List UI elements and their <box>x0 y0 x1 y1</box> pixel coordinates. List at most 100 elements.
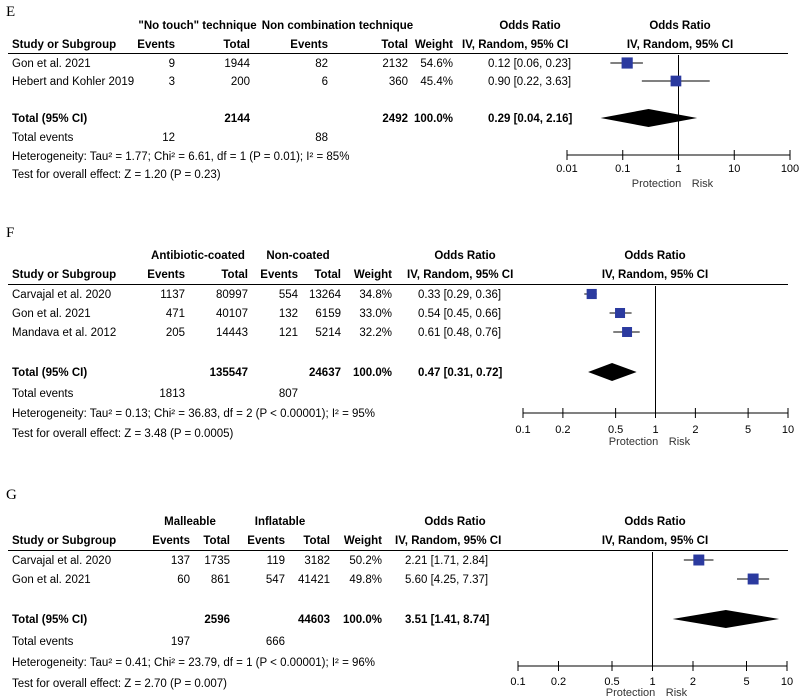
study-name: Hebert and Kohler 2019 <box>12 76 135 88</box>
events2: 554 <box>278 289 298 301</box>
or-ci: 0.12 [0.06, 0.23] <box>488 58 572 70</box>
heterogeneity: Heterogeneity: Tau² = 0.41; Chi² = 23.79… <box>12 657 376 669</box>
total-label: Total (95% CI) <box>12 614 88 626</box>
total2: 13264 <box>309 289 341 301</box>
events1-sum: 1813 <box>159 388 185 400</box>
axis-caption-risk: Risk <box>669 436 691 448</box>
or-plot-header: Odds Ratio <box>624 516 686 528</box>
x-tick-label: 10 <box>781 676 793 688</box>
total2-col-header: Total <box>381 39 408 51</box>
events1: 3 <box>168 76 175 88</box>
total2-sum: 44603 <box>298 614 330 626</box>
study-marker <box>747 573 759 585</box>
total-ci: 0.29 [0.04, 2.16] <box>488 113 573 125</box>
study-marker <box>586 288 597 300</box>
weight-col-header: Weight <box>414 39 453 51</box>
x-tick-label: 0.5 <box>608 424 623 436</box>
heterogeneity: Heterogeneity: Tau² = 1.77; Chi² = 6.61,… <box>12 151 350 163</box>
heterogeneity: Heterogeneity: Tau² = 0.13; Chi² = 36.83… <box>12 408 376 420</box>
study-name: Gon et al. 2021 <box>12 58 91 70</box>
weight: 54.6% <box>420 58 453 70</box>
total1: 40107 <box>216 308 248 320</box>
weight: 49.8% <box>349 574 382 586</box>
weight-col-header: Weight <box>343 535 382 547</box>
total2-col-header: Total <box>314 269 341 281</box>
total2: 6159 <box>315 308 341 320</box>
x-tick-label: 10 <box>728 163 740 175</box>
total2-sum: 24637 <box>309 367 341 379</box>
axis-caption-risk: Risk <box>666 687 688 699</box>
total-weight: 100.0% <box>342 614 382 626</box>
total-ci: 3.51 [1.41, 8.74] <box>405 614 490 626</box>
or-ci: 0.90 [0.22, 3.63] <box>488 76 572 88</box>
events2-col-header: Events <box>260 269 298 281</box>
panel-f: F Antibiotic-coated Non-coated Odds Rati… <box>0 225 800 455</box>
total2: 5214 <box>315 327 341 339</box>
events2: 121 <box>278 327 298 339</box>
events1: 205 <box>165 327 185 339</box>
group1-header: Antibiotic-coated <box>151 250 245 262</box>
total-weight: 100.0% <box>413 113 453 125</box>
weight: 45.4% <box>420 76 453 88</box>
x-tick-label: 1 <box>649 676 655 688</box>
events1-col-header: Events <box>137 39 175 51</box>
total-ci: 0.47 [0.31, 0.72] <box>418 367 503 379</box>
events2: 132 <box>278 308 298 320</box>
header-rule <box>8 284 788 285</box>
events2: 547 <box>265 574 285 586</box>
events1-sum: 197 <box>170 636 190 648</box>
events1-col-header: Events <box>152 535 190 547</box>
panel-g: G Malleable Inflatable Odds Ratio Odds R… <box>0 455 800 699</box>
x-tick-label: 0.2 <box>551 676 566 688</box>
study-marker <box>621 57 633 69</box>
weight: 32.2% <box>359 327 392 339</box>
total2: 360 <box>388 76 408 88</box>
forest-plot: 0.1 0.2 0.5 1 2 5 10 Protection Risk <box>510 552 793 699</box>
study-col-header: Study or Subgroup <box>12 39 117 51</box>
group2-header: Non combination technique <box>261 20 414 32</box>
weight: 34.8% <box>359 289 392 301</box>
or-ci: 0.61 [0.48, 0.76] <box>418 327 502 339</box>
total-label: Total (95% CI) <box>12 367 88 379</box>
group1-header: Malleable <box>164 516 216 528</box>
overall-effect: Test for overall effect: Z = 2.70 (P = 0… <box>12 678 227 690</box>
study-marker <box>670 75 682 87</box>
study-col-header: Study or Subgroup <box>12 535 117 547</box>
x-tick-label: 1 <box>652 424 658 436</box>
group1-header: "No touch" technique <box>138 20 257 32</box>
events-label: Total events <box>12 388 74 400</box>
study-name: Carvajal et al. 2020 <box>12 555 112 567</box>
weight-col-header: Weight <box>353 269 392 281</box>
total1: 861 <box>210 574 230 586</box>
total2-col-header: Total <box>303 535 330 547</box>
panel-e: E "No touch" technique Non combination t… <box>0 0 800 225</box>
events-label: Total events <box>12 636 74 648</box>
total1-col-header: Total <box>203 535 230 547</box>
events2-col-header: Events <box>247 535 285 547</box>
total1-sum: 135547 <box>209 367 248 379</box>
study-col-header: Study or Subgroup <box>12 269 117 281</box>
x-tick-label: 2 <box>690 676 696 688</box>
group2-header: Non-coated <box>266 250 330 262</box>
x-tick-label: 1 <box>675 163 681 175</box>
events1-sum: 12 <box>162 132 175 144</box>
study-name: Mandava et al. 2012 <box>12 327 117 339</box>
axis-caption-protection: Protection <box>606 687 656 699</box>
x-tick-label: 5 <box>745 424 751 436</box>
pooled-diamond <box>600 109 698 127</box>
total1: 14443 <box>216 327 248 339</box>
weight: 33.0% <box>359 308 392 320</box>
panel-label: G <box>6 487 17 503</box>
total2-sum: 2492 <box>382 113 408 125</box>
group2-header: Inflatable <box>254 516 306 528</box>
events1: 471 <box>165 308 185 320</box>
axis-caption-protection: Protection <box>632 178 682 190</box>
total1: 200 <box>230 76 250 88</box>
or-ci: 2.21 [1.71, 2.84] <box>405 555 489 567</box>
x-tick-label: 2 <box>692 424 698 436</box>
header-rule <box>8 550 788 551</box>
events1: 1137 <box>160 289 185 301</box>
study-name: Carvajal et al. 2020 <box>12 289 112 301</box>
events2-col-header: Events <box>290 39 328 51</box>
overall-effect: Test for overall effect: Z = 1.20 (P = 0… <box>12 169 221 181</box>
